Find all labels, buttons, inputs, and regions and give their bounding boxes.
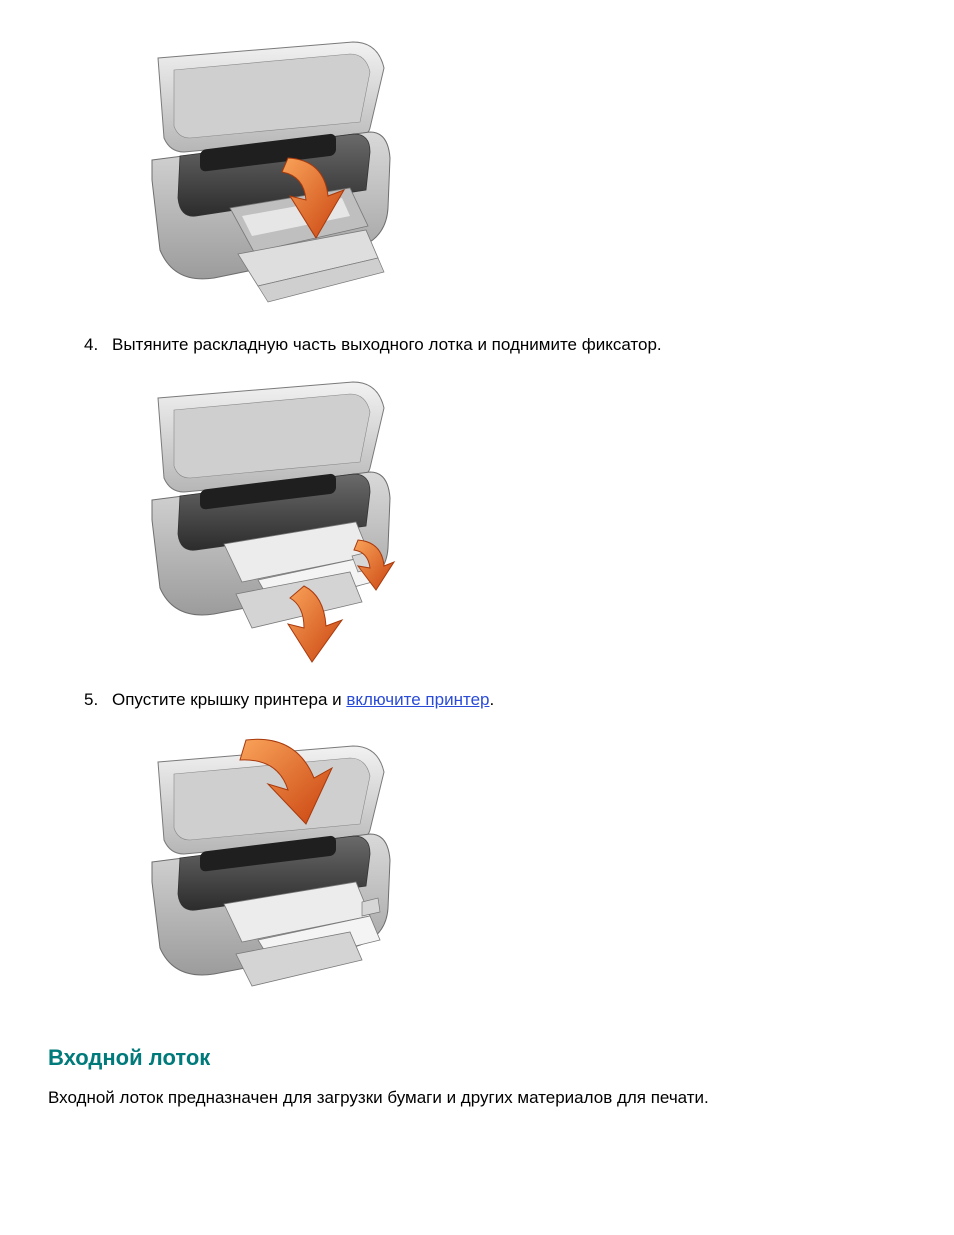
step-5: 5. Опустите крышку принтера и включите п… — [84, 688, 906, 713]
figure-2-printer-extend-output-tray — [118, 380, 906, 670]
turn-on-printer-link[interactable]: включите принтер — [346, 690, 489, 709]
figure-3-printer-close-lid — [118, 734, 906, 1009]
step-5-text: Опустите крышку принтера и включите прин… — [112, 688, 906, 713]
step-4-text: Вытяните раскладную часть выходного лотк… — [112, 333, 906, 358]
document-page: 4. Вытяните раскладную часть выходного л… — [0, 0, 954, 1235]
step-4-number: 4. — [84, 333, 112, 358]
step-4: 4. Вытяните раскладную часть выходного л… — [84, 333, 906, 358]
printer-illustration-2 — [118, 380, 408, 670]
section-heading-input-tray: Входной лоток — [48, 1045, 906, 1071]
figure-1-printer-lower-inner-tray — [118, 40, 906, 315]
section-body-input-tray: Входной лоток предназначен для загрузки … — [48, 1085, 906, 1111]
step-5-number: 5. — [84, 688, 112, 713]
step-5-text-after: . — [489, 690, 494, 709]
printer-illustration-3 — [118, 734, 408, 1009]
step-5-text-before: Опустите крышку принтера и — [112, 690, 346, 709]
printer-illustration-1 — [118, 40, 408, 315]
